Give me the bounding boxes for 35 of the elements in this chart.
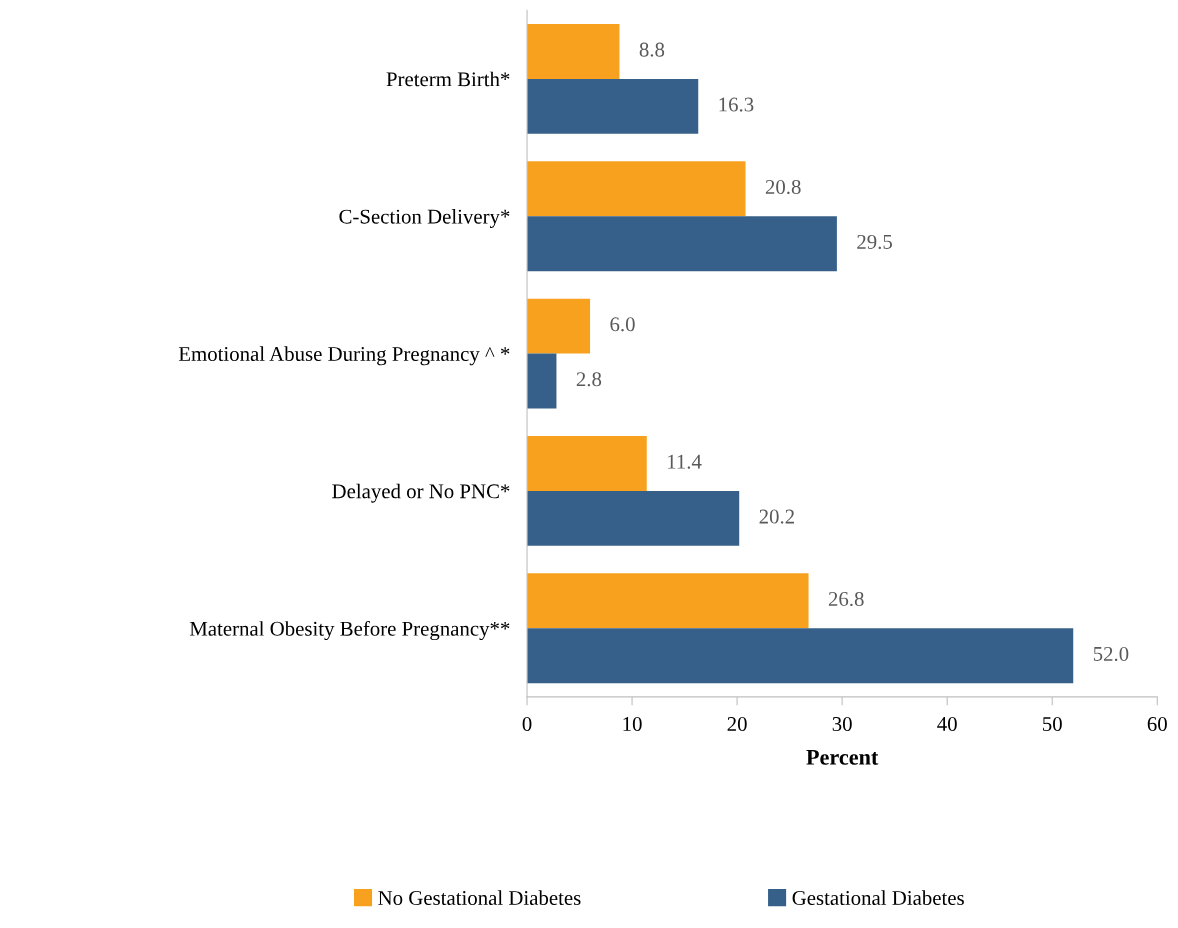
x-tick-label: 50	[1043, 716, 1062, 732]
data-label: 2.8	[576, 372, 602, 387]
data-label: 6.0	[610, 317, 635, 332]
x-tick-label: 10	[623, 716, 642, 732]
bar	[527, 628, 1074, 684]
bar	[527, 216, 837, 272]
x-tick-label: 20	[727, 716, 747, 732]
data-label: 26.8	[828, 591, 864, 607]
bar	[527, 490, 740, 546]
data-label: 8.8	[639, 42, 665, 57]
data-label: 16.3	[719, 97, 754, 112]
x-tick-label: 30	[832, 716, 852, 732]
data-label: 11.4	[668, 454, 702, 469]
x-tick-label: 40	[937, 716, 957, 732]
data-label: 20.2	[759, 509, 794, 524]
x-tick-label: 0	[522, 716, 532, 732]
data-label: 20.8	[765, 179, 801, 195]
x-tick-label: 60	[1147, 716, 1167, 732]
y-tick-label: Maternal Obesity Before Pregnancy**	[189, 620, 510, 641]
bar	[527, 353, 557, 409]
bar	[527, 161, 746, 217]
y-tick-label: Emotional Abuse During Pregnancy ^ *	[178, 346, 510, 366]
y-tick-label: Preterm Birth*	[386, 71, 510, 87]
legend-label: Gestational Diabetes	[792, 890, 964, 906]
x-axis-title: Percent	[806, 750, 879, 765]
bar	[527, 78, 699, 134]
bar	[527, 23, 620, 79]
data-label: 29.5	[857, 234, 892, 249]
bar	[527, 573, 809, 629]
y-tick-label: Delayed or No PNC*	[332, 483, 510, 503]
y-tick-label: C-Section Delivery*	[339, 209, 510, 228]
bar	[527, 298, 591, 354]
data-label: 52.0	[1093, 646, 1129, 662]
bar	[527, 435, 647, 491]
legend-label: No Gestational Diabetes	[378, 890, 581, 906]
